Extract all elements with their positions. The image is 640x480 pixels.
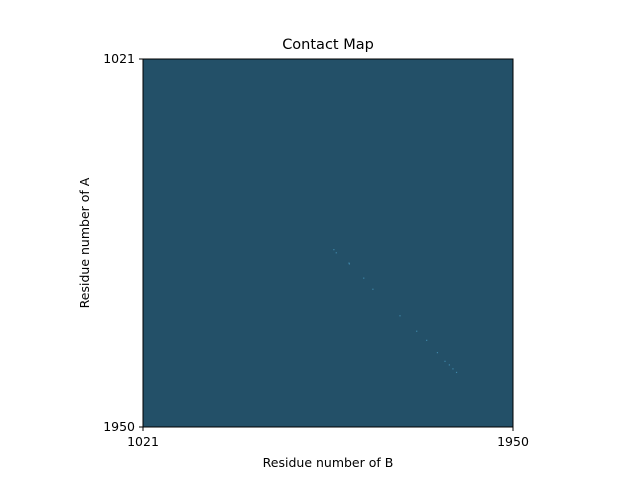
plot-frame xyxy=(142,58,514,428)
x-tick-label-left: 1021 xyxy=(127,434,159,449)
contact-point xyxy=(448,364,450,366)
heatmap-area xyxy=(143,59,513,427)
contact-points xyxy=(333,249,458,374)
contact-point xyxy=(372,288,374,290)
y-tick-label-top: 1021 xyxy=(103,51,135,66)
contact-point xyxy=(444,360,446,362)
contact-point xyxy=(436,352,439,354)
y-axis-label: Residue number of A xyxy=(77,177,92,308)
x-tick-label-right: 1950 xyxy=(497,434,529,449)
y-tick-label-bottom: 1950 xyxy=(103,419,135,434)
contact-point xyxy=(348,263,351,265)
contact-point xyxy=(399,315,401,317)
contact-point xyxy=(348,262,350,264)
contact-point xyxy=(452,368,454,370)
contact-point xyxy=(426,339,428,341)
x-axis-label: Residue number of B xyxy=(263,455,394,470)
contact-point xyxy=(333,249,335,251)
contact-point xyxy=(363,277,365,279)
contact-point xyxy=(335,252,337,254)
contact-point xyxy=(416,330,418,332)
contact-point xyxy=(455,371,458,374)
chart-title: Contact Map xyxy=(282,37,374,53)
